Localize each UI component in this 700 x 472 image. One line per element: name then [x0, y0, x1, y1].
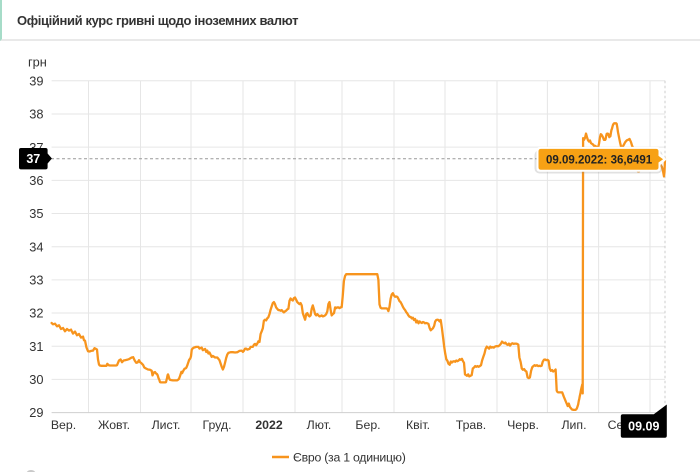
svg-text:31: 31 — [29, 339, 43, 354]
svg-text:09.09.2022: 36,6491: 09.09.2022: 36,6491 — [546, 155, 653, 167]
svg-text:2022: 2022 — [255, 418, 283, 432]
svg-text:34: 34 — [29, 239, 43, 254]
svg-text:33: 33 — [29, 273, 43, 288]
svg-text:35: 35 — [29, 206, 43, 221]
svg-text:30: 30 — [29, 372, 43, 387]
svg-text:38: 38 — [29, 107, 43, 122]
svg-text:Бер.: Бер. — [355, 418, 380, 432]
svg-text:Груд.: Груд. — [202, 418, 231, 432]
svg-text:Євро (за 1 одиницю): Євро (за 1 одиницю) — [293, 451, 406, 465]
svg-text:Трав.: Трав. — [456, 418, 486, 432]
svg-text:09.09: 09.09 — [628, 420, 659, 434]
svg-text:грн: грн — [28, 55, 47, 70]
svg-text:39: 39 — [29, 73, 43, 88]
svg-text:Черв.: Черв. — [507, 418, 539, 432]
svg-text:Лист.: Лист. — [152, 418, 181, 432]
svg-text:Вер.: Вер. — [51, 418, 76, 432]
svg-text:29: 29 — [29, 405, 43, 420]
svg-text:37: 37 — [26, 152, 40, 166]
svg-text:Жовт.: Жовт. — [98, 418, 130, 432]
svg-text:32: 32 — [29, 306, 43, 321]
svg-text:Квіт.: Квіт. — [406, 418, 430, 432]
svg-text:36: 36 — [29, 173, 43, 188]
svg-text:Лют.: Лют. — [307, 418, 332, 432]
svg-text:Лип.: Лип. — [561, 418, 586, 432]
